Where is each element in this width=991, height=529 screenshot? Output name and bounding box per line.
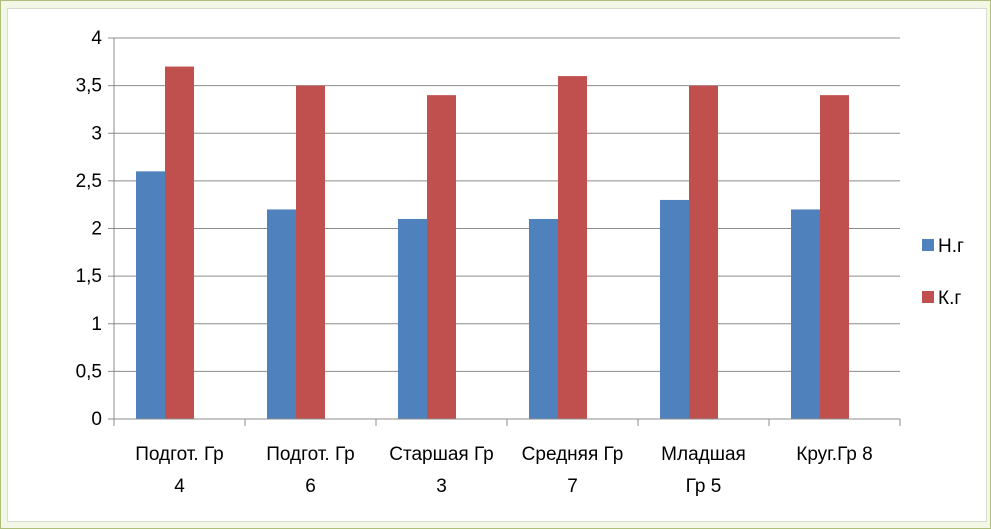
x-tick-label: Старшая Гр: [389, 444, 494, 465]
legend-label: Н.г: [938, 236, 964, 257]
bar-kg: [165, 66, 194, 419]
bar-kg: [689, 85, 718, 419]
x-tick-label: Гр 5: [686, 476, 722, 497]
x-tick-label: Круг.Гр 8: [796, 444, 872, 465]
y-tick-label: 2: [91, 219, 102, 240]
x-tick-label: Подгот. Гр: [135, 444, 224, 465]
legend: Н.г К.г: [922, 236, 964, 309]
legend-swatch: [922, 291, 934, 303]
x-tick-label: 4: [174, 476, 185, 497]
x-tick-label: Подгот. Гр: [266, 444, 355, 465]
bar-kg: [296, 85, 325, 419]
legend-swatch: [922, 239, 934, 251]
bar-ng: [136, 171, 165, 419]
x-tick-label: Средняя Гр: [522, 444, 624, 465]
x-tick-label: Младшая: [661, 444, 746, 465]
axes: 0 0,5 1 1,5 2 2,5 3 3,5 4 Подгот. Гр 4 Подгот. Гр 6 С…: [76, 28, 901, 497]
bar-ng: [660, 199, 689, 419]
x-tick-label: 3: [436, 476, 447, 497]
y-tick-label: 2,5: [76, 171, 102, 192]
legend-label: К.г: [938, 288, 961, 309]
x-tick-label: 7: [567, 476, 578, 497]
bar-kg: [427, 95, 456, 420]
bar-kg: [558, 76, 587, 419]
x-tick-label: 6: [305, 476, 316, 497]
bar-ng: [267, 209, 296, 419]
y-tick-label: 4: [91, 28, 102, 49]
y-tick-label: 0: [91, 409, 102, 430]
bar-ng: [398, 218, 427, 419]
y-tick-label: 1,5: [76, 266, 102, 287]
y-tick-label: 3: [91, 123, 102, 144]
bar-ng: [529, 218, 558, 419]
bars: [136, 66, 849, 420]
gridlines: [114, 37, 900, 372]
bar-kg: [820, 95, 849, 420]
y-tick-label: 3,5: [76, 76, 102, 97]
y-tick-label: 1: [91, 314, 102, 335]
bar-ng: [791, 209, 820, 419]
y-tick-label: 0,5: [76, 361, 102, 382]
